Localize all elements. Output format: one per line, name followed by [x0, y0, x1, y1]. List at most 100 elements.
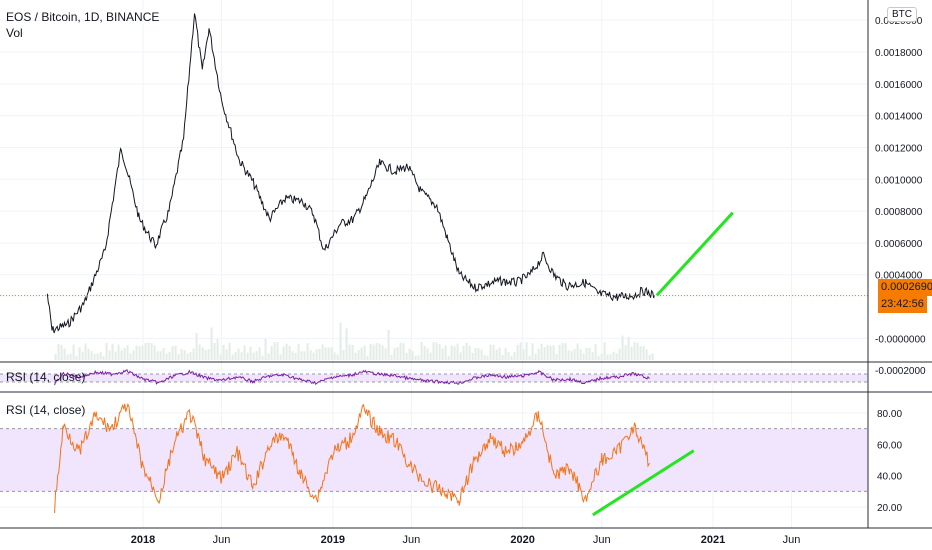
volume-bar: [204, 349, 207, 360]
volume-bar: [195, 332, 198, 360]
volume-bar: [246, 352, 249, 360]
volume-bar: [390, 354, 393, 360]
volume-bar: [78, 347, 81, 360]
time-tick-label: Jun: [213, 534, 231, 546]
volume-bar: [57, 344, 60, 360]
volume-bar: [462, 345, 465, 360]
volume-bar: [108, 350, 111, 360]
rsi-large-line: [54, 402, 651, 514]
volume-bar: [477, 348, 480, 360]
rsi-large-pane: [0, 402, 868, 517]
volume-bar: [417, 355, 420, 360]
volume-bar: [60, 344, 63, 360]
volume-bar: [432, 342, 435, 360]
volume-bar: [486, 355, 489, 360]
volume-bar: [213, 342, 216, 360]
volume-bar: [408, 348, 411, 360]
volume-bar: [597, 355, 600, 360]
price-series-line: [46, 13, 655, 334]
volume-bar: [216, 339, 219, 360]
volume-bar: [480, 349, 483, 360]
volume-bar: [369, 343, 372, 360]
volume-bar: [558, 344, 561, 360]
volume-bar: [117, 344, 120, 360]
volume-bar: [231, 354, 234, 360]
volume-bar: [492, 344, 495, 360]
volume-bar: [249, 346, 252, 360]
volume-bar: [615, 353, 618, 360]
volume-bar: [612, 351, 615, 360]
volume-bar: [225, 349, 228, 360]
volume-bar: [420, 342, 423, 360]
volume-bar: [648, 354, 651, 360]
volume-bar: [339, 322, 342, 360]
volume-bar: [618, 348, 621, 360]
volume-bar: [378, 343, 381, 360]
price-tick-label: 0.0004000: [875, 271, 923, 282]
rsi-small-legend: RSI (14, close): [6, 370, 86, 384]
volume-bar: [126, 344, 129, 360]
volume-bar: [606, 354, 609, 360]
volume-bar: [522, 349, 525, 360]
volume-bar: [63, 348, 66, 360]
volume-bar: [540, 343, 543, 360]
volume-bar: [162, 348, 165, 360]
volume-bar: [633, 342, 636, 360]
volume-bar: [72, 344, 75, 360]
price-tick-label: 0.0006000: [875, 239, 923, 250]
volume-bar: [99, 352, 102, 360]
volume-bar: [552, 345, 555, 360]
volume-bar: [306, 343, 309, 360]
volume-bar: [573, 348, 576, 360]
volume-bar: [114, 351, 117, 360]
volume-bar: [588, 347, 591, 360]
rsi-tick-label: 20.00: [877, 503, 902, 514]
volume-bar: [474, 347, 477, 360]
countdown-badge: 23:42:56: [878, 296, 927, 313]
volume-bar: [243, 345, 246, 360]
volume-bar: [288, 345, 291, 360]
time-tick-label: Jun: [402, 534, 420, 546]
volume-bar: [183, 350, 186, 360]
price-tick-label: 0.0018000: [875, 48, 923, 59]
volume-bar: [453, 346, 456, 360]
volume-bar: [471, 352, 474, 360]
volume-bar: [423, 345, 426, 360]
volume-bar: [138, 346, 141, 360]
volume-bar: [561, 343, 564, 360]
volume-bar: [627, 336, 630, 360]
volume-bar: [294, 352, 297, 360]
volume-bar: [264, 338, 267, 360]
volume-bar: [459, 352, 462, 360]
volume-bar: [171, 346, 174, 360]
volume-bar: [153, 345, 156, 360]
volume-bar: [129, 353, 132, 360]
rsi-tick-label: 80.00: [877, 409, 902, 420]
volume-bar: [444, 345, 447, 360]
volume-bar: [441, 348, 444, 360]
volume-bar: [132, 350, 135, 360]
volume-bar: [237, 348, 240, 360]
volume-bar: [489, 344, 492, 360]
volume-bar: [630, 346, 633, 360]
volume-bar: [252, 352, 255, 360]
volume-bar: [555, 354, 558, 360]
volume-bar: [447, 355, 450, 360]
volume-bar: [279, 354, 282, 360]
volume-bar: [141, 345, 144, 360]
time-tick-label: 2020: [510, 534, 534, 546]
price-tick-label: 0.0012000: [875, 143, 923, 154]
volume-bar: [240, 352, 243, 360]
volume-bar: [594, 344, 597, 360]
volume-bar: [81, 351, 84, 360]
time-tick-label: Jun: [783, 534, 801, 546]
volume-bar: [348, 344, 351, 360]
volume-bar: [357, 350, 360, 360]
currency-button[interactable]: BTC: [887, 7, 917, 22]
volume-bar: [591, 352, 594, 360]
time-tick-label: Jun: [593, 534, 611, 546]
volume-bar: [102, 355, 105, 360]
rsi-tick-label: 40.00: [877, 472, 902, 483]
price-tick-label: 0.0008000: [875, 207, 923, 218]
